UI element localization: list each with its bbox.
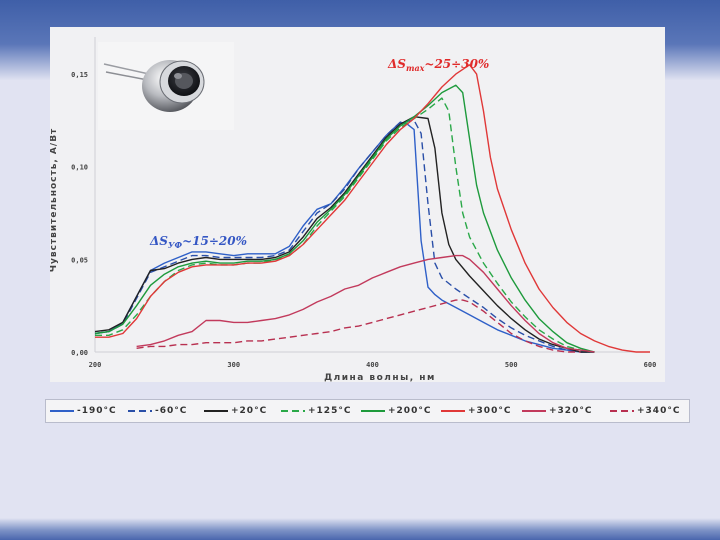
legend-item: +300°C — [441, 400, 511, 422]
legend-swatch — [50, 410, 74, 412]
legend-item: +20°C — [204, 400, 267, 422]
legend-swatch — [522, 410, 546, 412]
series-line-4 — [95, 97, 595, 353]
y-ticks: 0,00 0,05 0,10 0,15 — [71, 71, 88, 357]
legend-item: +320°C — [522, 400, 592, 422]
legend-label: -60°C — [155, 406, 188, 416]
legend-item: -190°C — [50, 400, 117, 422]
bottom-banner — [0, 518, 720, 540]
spectral-chart: 200 300 400 500 600 0,00 0,05 0,10 0,15 Длина в… — [50, 37, 657, 382]
legend-label: +340°C — [637, 406, 681, 416]
series-line-5 — [94, 84, 595, 353]
legend-swatch — [610, 410, 634, 412]
legend-label: +300°C — [468, 406, 512, 416]
legend-label: +320°C — [549, 406, 593, 416]
y-axis-title: Чувствительность, А/Вт — [50, 128, 59, 273]
series-line-7 — [136, 254, 595, 353]
series-line-6 — [95, 64, 650, 353]
y-tick-label: 0,05 — [71, 256, 88, 264]
x-axis-title: Длина волны, нм — [324, 373, 436, 382]
x-tick-label: 300 — [227, 361, 240, 369]
legend-item: +200°C — [361, 400, 431, 422]
uv-annotation: ΔSУФ~15÷20% — [149, 234, 247, 250]
legend-swatch — [441, 410, 465, 412]
legend-label: -190°C — [77, 406, 117, 416]
x-tick-label: 500 — [505, 361, 518, 369]
legend-item: -60°C — [128, 400, 187, 422]
photodiode-photo — [98, 42, 234, 130]
legend-label: +125°C — [308, 406, 352, 416]
series-line-1 — [94, 121, 595, 353]
x-ticks: 200 300 400 500 600 — [89, 361, 657, 369]
x-tick-label: 400 — [366, 361, 379, 369]
legend-label: +20°C — [231, 406, 268, 416]
x-tick-label: 200 — [89, 361, 102, 369]
chart-legend: -190°C -60°C +20°C +125°C +200°C +300°C +320°C… — [45, 399, 690, 423]
legend-item: +340°C — [610, 400, 680, 422]
legend-swatch — [281, 410, 305, 412]
y-tick-label: 0,15 — [71, 71, 88, 79]
y-tick-label: 0,00 — [71, 349, 88, 357]
y-tick-label: 0,10 — [71, 164, 88, 172]
series-line-3 — [94, 115, 595, 353]
legend-swatch — [204, 410, 228, 412]
legend-item: +125°C — [281, 400, 351, 422]
legend-label: +200°C — [388, 406, 432, 416]
legend-swatch — [361, 410, 385, 412]
x-tick-label: 600 — [644, 361, 657, 369]
series-group — [94, 64, 650, 353]
series-line-2 — [94, 119, 595, 353]
legend-swatch — [128, 410, 152, 412]
max-annotation: ΔSmax~25÷30% — [387, 57, 489, 73]
